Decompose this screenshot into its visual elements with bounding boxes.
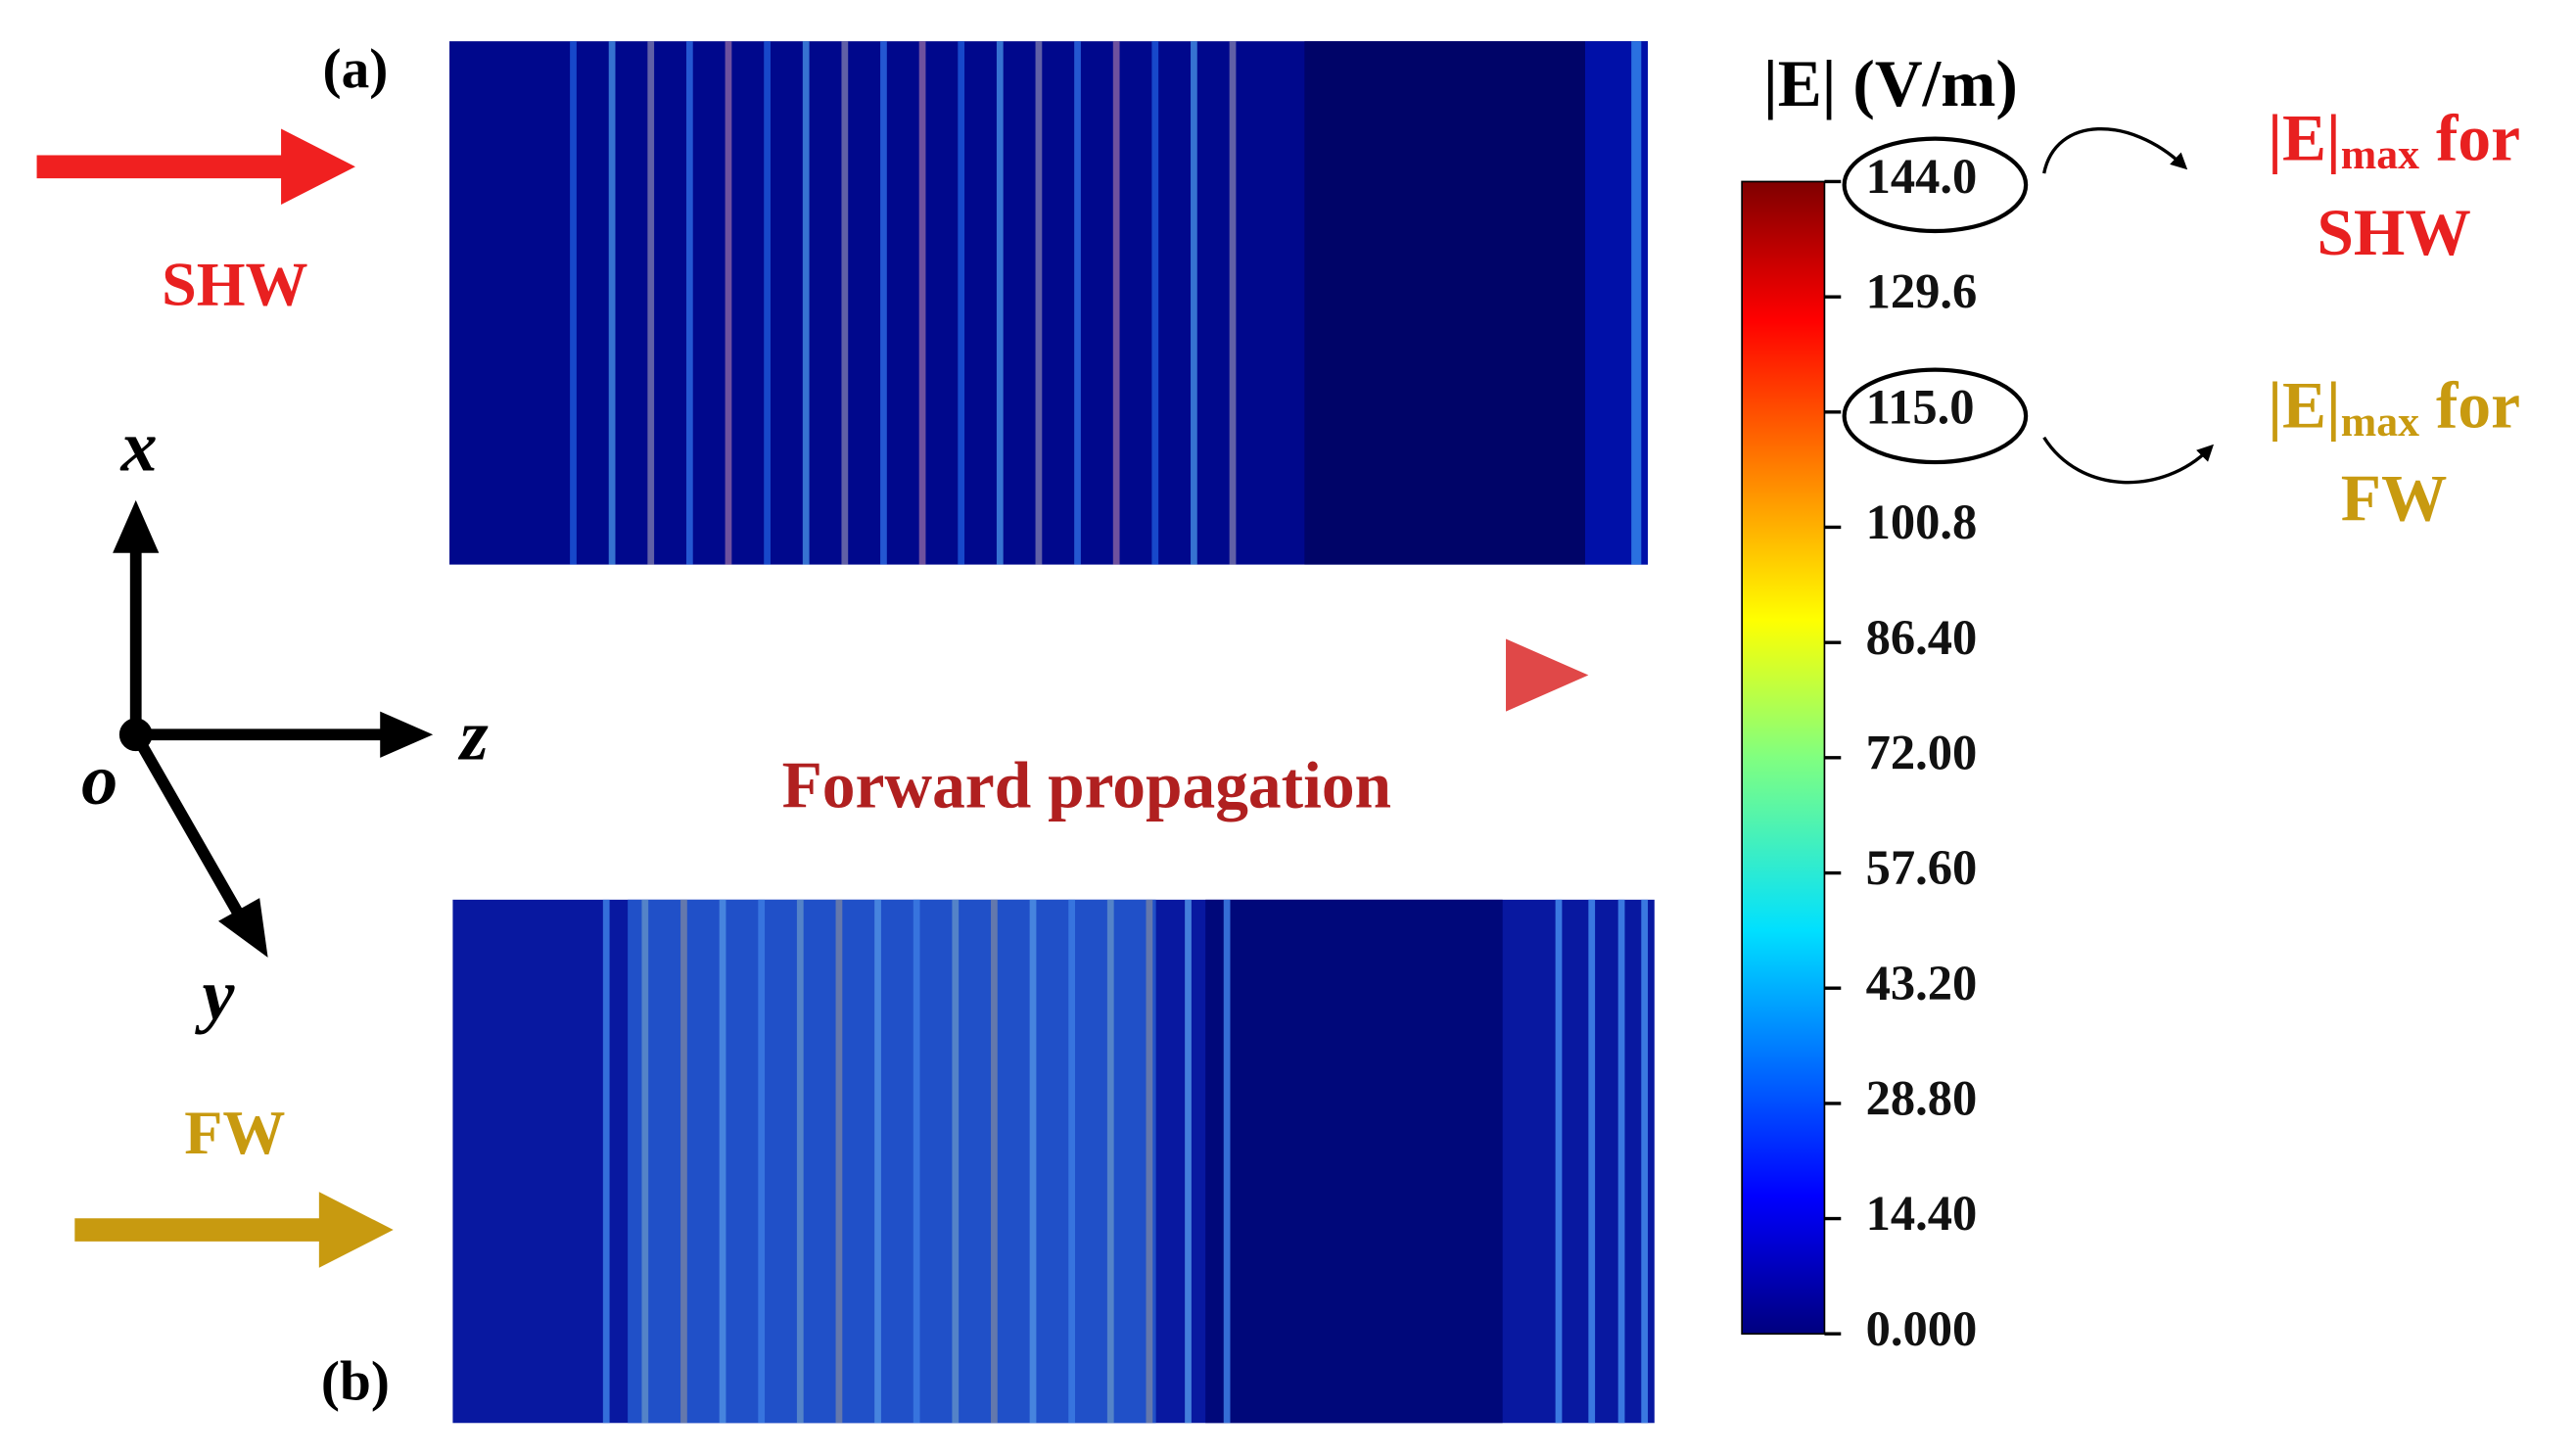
field-stripe [1555,899,1563,1424]
colorbar-tick-label: 72.00 [1866,725,1978,779]
field-stripe [1068,899,1076,1424]
field-stripe [841,41,849,565]
field-stripe [835,899,843,1424]
colorbar-tick-label: 57.60 [1866,840,1978,895]
highlight-ellipse [1842,367,2029,465]
axis-label: x [120,407,158,488]
field-stripe [680,899,687,1424]
colorbar-tick-label: 43.20 [1866,956,1978,1010]
field-panel-b [452,899,1655,1424]
field-stripe [996,41,1004,565]
colorbar-tick-label: 28.80 [1866,1070,1978,1125]
axis-label: z [457,696,489,776]
fw-arrow-head [318,1192,394,1268]
field-stripe [647,41,655,565]
field-stripe [874,899,881,1424]
shw-label: SHW [162,249,308,318]
field-stripe [1223,899,1231,1424]
field-stripe [958,41,965,565]
fw-label: FW [184,1098,285,1167]
colorbar-tick-label: 144.0 [1866,149,1978,204]
field-stripe [913,899,920,1424]
annotation-wave: FW [2341,461,2448,535]
field-stripe [1151,41,1159,565]
annotation-arrow [2042,436,2215,485]
field-stripe [1617,899,1625,1424]
colorbar-ticks: 144.0 129.6 115.0 100.8 86.40 72.00 57.60 43.20… [1824,149,1977,1356]
colorbar-tick-label: 115.0 [1866,379,1975,434]
field-stripe [641,899,649,1424]
annotation-arrow [2042,127,2188,174]
colorbar [1741,180,1826,1336]
colorbar-tick-label: 0.000 [1866,1301,1978,1356]
field-stripe [1112,41,1120,565]
annotation: |E|max for [2268,369,2520,446]
field-panel-a [449,41,1649,565]
field-stripe [1191,41,1197,565]
colorbar-title: |E| (V/m) [1763,47,2018,120]
field-stripe [802,41,810,565]
field-stripe [1641,899,1649,1424]
field-stripe [1035,41,1043,565]
field-stripe [1229,41,1237,565]
annotation: |E|max for [2268,102,2520,178]
panel-label: (b) [321,1350,390,1412]
propagation-label: Forward propagation [782,749,1391,822]
field-stripe [880,41,887,565]
colorbar-tick-label: 14.40 [1866,1186,1978,1241]
panel-label: (a) [323,38,389,100]
origin-label: o [81,740,117,821]
field-stripe [570,41,577,565]
field-stripe [719,899,726,1424]
field-stripe [758,899,766,1424]
field-stripe [608,41,616,565]
shw-arrow-head [281,128,355,206]
propagation-arrow-head [1506,638,1589,712]
field-stripe [602,899,610,1424]
annotation-sub: max [2341,399,2419,446]
field-stripe [685,41,693,565]
annotation-main: |E| [2268,369,2341,443]
field-stripe [796,899,804,1424]
annotation-sub: max [2341,131,2419,178]
annotation-rest: for [2419,102,2520,175]
field-stripe [1106,899,1114,1424]
annotation-wave: SHW [2317,196,2470,269]
colorbar-tick-label: 129.6 [1866,264,1978,319]
colorbar-tick-label: 100.8 [1866,494,1978,549]
axis-label: y [195,955,236,1035]
annotation-rest: for [2419,369,2520,443]
field-stripe [918,41,926,565]
field-stripe [1146,899,1153,1424]
field-stripe [725,41,732,565]
field-stripe [952,899,960,1424]
field-stripe [1185,899,1192,1424]
axes-icon [113,499,434,958]
field-stripe [991,899,998,1424]
field-stripe [1029,899,1037,1424]
field-stripe [1074,41,1081,565]
highlight-ellipse [1842,136,2029,234]
field-stripe [1588,899,1596,1424]
annotation-main: |E| [2268,102,2341,175]
field-stripe [764,41,771,565]
colorbar-tick-label: 86.40 [1866,610,1978,665]
